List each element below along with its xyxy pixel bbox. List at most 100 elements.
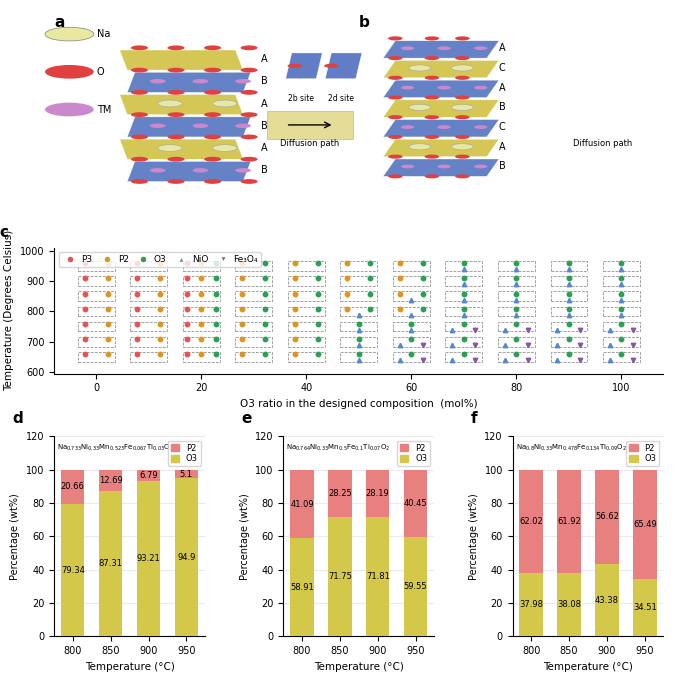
Bar bbox=[61, 470, 85, 504]
Bar bbox=[175, 470, 198, 478]
Circle shape bbox=[204, 112, 221, 117]
Y-axis label: Percentage (wt%): Percentage (wt%) bbox=[240, 493, 250, 580]
X-axis label: O3 ratio in the designed composition  (mol%): O3 ratio in the designed composition (mo… bbox=[240, 399, 477, 409]
Text: 40.45: 40.45 bbox=[403, 499, 427, 508]
Circle shape bbox=[388, 154, 403, 158]
Circle shape bbox=[167, 135, 185, 139]
Bar bbox=[498, 261, 535, 271]
Bar bbox=[130, 352, 167, 362]
Bar bbox=[236, 307, 272, 316]
Polygon shape bbox=[286, 53, 322, 79]
Bar bbox=[236, 276, 272, 286]
Text: 12.69: 12.69 bbox=[99, 476, 123, 485]
Bar bbox=[78, 337, 114, 347]
Circle shape bbox=[131, 112, 148, 117]
Bar bbox=[498, 292, 535, 301]
Text: A: A bbox=[261, 99, 268, 108]
Text: 37.98: 37.98 bbox=[519, 600, 543, 609]
Bar bbox=[366, 517, 389, 636]
Bar bbox=[341, 276, 377, 286]
Bar bbox=[550, 337, 588, 347]
Polygon shape bbox=[127, 117, 250, 137]
Circle shape bbox=[45, 27, 94, 41]
Bar bbox=[633, 470, 657, 579]
Bar bbox=[550, 322, 588, 332]
Bar bbox=[393, 337, 430, 347]
Circle shape bbox=[131, 45, 148, 50]
Circle shape bbox=[401, 86, 414, 89]
Bar bbox=[393, 261, 430, 271]
Circle shape bbox=[240, 45, 258, 50]
Circle shape bbox=[158, 100, 182, 107]
Y-axis label: Temperature (Degrees Celsius): Temperature (Degrees Celsius) bbox=[4, 230, 14, 391]
Bar bbox=[603, 352, 640, 362]
Bar bbox=[78, 276, 114, 286]
Circle shape bbox=[388, 135, 403, 139]
Text: 2d site: 2d site bbox=[328, 94, 353, 103]
Circle shape bbox=[455, 174, 470, 178]
Bar bbox=[595, 470, 619, 564]
Circle shape bbox=[213, 100, 237, 107]
Circle shape bbox=[167, 45, 185, 50]
Circle shape bbox=[437, 86, 451, 89]
Circle shape bbox=[474, 165, 487, 169]
Circle shape bbox=[167, 179, 185, 184]
Text: 38.08: 38.08 bbox=[557, 600, 581, 609]
Text: 56.62: 56.62 bbox=[595, 512, 619, 521]
Bar bbox=[99, 491, 123, 636]
Bar bbox=[183, 322, 219, 332]
Bar bbox=[236, 352, 272, 362]
Circle shape bbox=[158, 145, 182, 152]
Bar bbox=[99, 470, 123, 491]
Text: B: B bbox=[499, 162, 506, 171]
Circle shape bbox=[452, 104, 473, 110]
Circle shape bbox=[45, 103, 94, 116]
Bar bbox=[341, 352, 377, 362]
Text: 71.75: 71.75 bbox=[328, 572, 352, 581]
Circle shape bbox=[45, 65, 94, 79]
Text: 71.81: 71.81 bbox=[366, 572, 390, 581]
Circle shape bbox=[424, 37, 439, 41]
Circle shape bbox=[401, 125, 414, 129]
Bar bbox=[61, 504, 85, 636]
Bar bbox=[498, 322, 535, 332]
Bar bbox=[236, 337, 272, 347]
Circle shape bbox=[388, 174, 403, 178]
Polygon shape bbox=[383, 159, 499, 176]
Circle shape bbox=[452, 65, 473, 71]
Text: 28.25: 28.25 bbox=[328, 489, 352, 498]
Bar bbox=[445, 322, 482, 332]
Text: 61.92: 61.92 bbox=[557, 517, 581, 526]
Bar bbox=[557, 470, 581, 573]
Bar bbox=[445, 337, 482, 347]
Circle shape bbox=[388, 56, 403, 60]
Bar bbox=[550, 261, 588, 271]
Polygon shape bbox=[120, 50, 243, 70]
Circle shape bbox=[388, 37, 403, 41]
Bar bbox=[288, 322, 325, 332]
Bar bbox=[78, 352, 114, 362]
Bar bbox=[130, 292, 167, 301]
Circle shape bbox=[235, 124, 251, 128]
Text: B: B bbox=[499, 102, 506, 112]
Circle shape bbox=[474, 86, 487, 89]
Bar bbox=[236, 261, 272, 271]
Circle shape bbox=[388, 76, 403, 80]
Bar bbox=[290, 538, 313, 636]
Bar bbox=[328, 470, 351, 517]
Circle shape bbox=[240, 112, 258, 117]
Text: B: B bbox=[261, 77, 268, 86]
Bar bbox=[550, 276, 588, 286]
Circle shape bbox=[424, 115, 439, 119]
Bar bbox=[404, 470, 427, 537]
Text: 93.21: 93.21 bbox=[137, 554, 160, 563]
Circle shape bbox=[401, 46, 414, 50]
Bar bbox=[290, 470, 313, 538]
Polygon shape bbox=[383, 139, 499, 156]
Text: 59.55: 59.55 bbox=[403, 582, 427, 591]
Circle shape bbox=[288, 64, 302, 68]
Text: O: O bbox=[97, 67, 104, 77]
Text: 94.9: 94.9 bbox=[177, 553, 196, 562]
Circle shape bbox=[455, 115, 470, 119]
Bar bbox=[498, 276, 535, 286]
